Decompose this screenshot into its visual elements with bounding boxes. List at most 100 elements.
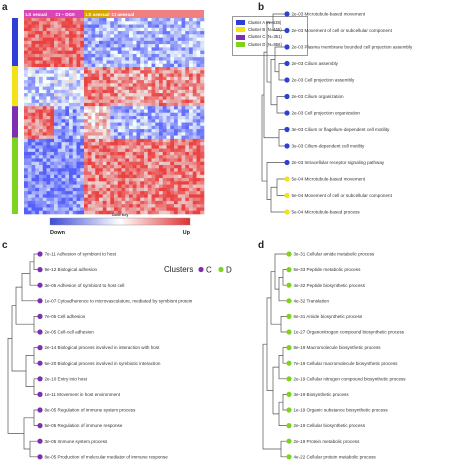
heatmap-cell: [189, 210, 194, 215]
heatmap-cell: [24, 99, 29, 104]
heatmap-cell: [114, 18, 119, 22]
heatmap-cell: [61, 112, 66, 117]
heatmap-cell: [117, 178, 122, 182]
heatmap-cell: [200, 57, 205, 61]
heatmap-cell: [136, 53, 141, 58]
heatmap-cell: [166, 132, 171, 136]
heatmap-cell: [166, 102, 171, 107]
heatmap-cell: [177, 181, 182, 185]
heatmap-cell: [69, 184, 74, 189]
heatmap-cell: [114, 80, 119, 84]
heatmap-cell: [125, 194, 130, 198]
heatmap-cell: [159, 21, 164, 25]
heatmap-cell: [91, 168, 96, 172]
heatmap-cell: [31, 31, 36, 35]
heatmap-cell: [57, 37, 62, 42]
heatmap-cell: [170, 191, 175, 195]
heatmap-cell: [24, 207, 29, 212]
heatmap-cell: [95, 155, 100, 159]
heatmap-cell: [189, 194, 194, 198]
heatmap-cell: [39, 158, 44, 163]
heatmap-cell: [69, 86, 74, 91]
heatmap-cell: [192, 83, 197, 87]
tree-branch: [276, 178, 287, 196]
heatmap-cell: [177, 155, 182, 159]
heatmap-cell: [72, 204, 77, 208]
heatmap-cell: [110, 96, 115, 100]
heatmap-cell: [106, 168, 111, 172]
heatmap-cell: [125, 60, 130, 65]
heatmap-cell: [174, 18, 179, 22]
term-dot: [286, 360, 292, 366]
heatmap-cell: [121, 24, 126, 29]
heatmap-cell: [76, 70, 81, 74]
term-label: 4e-22 Cellular protein metabolic process: [294, 454, 377, 459]
heatmap-cell: [54, 44, 59, 48]
heatmap-cell: [39, 53, 44, 58]
heatmap-cell: [46, 80, 51, 84]
heatmap-cell: [162, 151, 167, 156]
heatmap-cell: [151, 89, 156, 94]
heatmap-cell: [87, 178, 92, 182]
heatmap-cell: [61, 135, 66, 140]
heatmap-cell: [61, 171, 66, 176]
heatmap-cell: [192, 125, 197, 130]
heatmap-cell: [189, 99, 194, 104]
heatmap-cell: [200, 76, 205, 81]
heatmap-cell: [121, 200, 126, 205]
term-label: 3e-19 Biosynthetic process: [294, 392, 350, 397]
heatmap-cell: [80, 197, 85, 202]
heatmap-cell: [91, 89, 96, 94]
heatmap-cell: [31, 73, 36, 78]
heatmap-cell: [106, 148, 111, 153]
column-header-bar: [84, 10, 110, 18]
heatmap-cell: [174, 129, 179, 133]
heatmap-cell: [42, 44, 47, 48]
heatmap-cell: [174, 119, 179, 123]
heatmap-cell: [54, 86, 59, 91]
heatmap-cell: [42, 40, 47, 45]
heatmap-cell: [102, 37, 107, 42]
heatmap-cell: [24, 86, 29, 91]
heatmap-cell: [87, 200, 92, 205]
heatmap-cell: [192, 21, 197, 25]
heatmap-cell: [84, 207, 89, 212]
heatmap-cell: [114, 165, 119, 169]
heatmap-cell: [106, 34, 111, 38]
heatmap-cell: [144, 83, 149, 87]
heatmap-cell: [177, 161, 182, 166]
heatmap-cell: [196, 207, 201, 212]
heatmap-cell: [27, 181, 32, 185]
heatmap-cell: [24, 96, 29, 100]
heatmap-cell: [95, 63, 100, 68]
heatmap-cell: [24, 174, 29, 179]
heatmap-cell: [69, 181, 74, 185]
heatmap-cell: [80, 86, 85, 91]
heatmap-cell: [159, 86, 164, 91]
heatmap-cell: [185, 86, 190, 91]
heatmap-cell: [35, 21, 40, 25]
heatmap-cell: [114, 184, 119, 189]
heatmap-cell: [155, 93, 160, 97]
heatmap-cell: [117, 171, 122, 176]
heatmap-cell: [177, 142, 182, 146]
heatmap-cell: [192, 122, 197, 127]
heatmap-cell: [106, 200, 111, 205]
heatmap-cell: [162, 125, 167, 130]
heatmap-cell: [57, 165, 62, 169]
heatmap-cell: [99, 116, 104, 120]
heatmap-cell: [99, 125, 104, 130]
heatmap-cell: [99, 184, 104, 189]
heatmap-cell: [151, 18, 156, 22]
heatmap-cell: [170, 151, 175, 156]
heatmap-cell: [102, 181, 107, 185]
heatmap-cell: [87, 24, 92, 29]
heatmap-cell: [46, 135, 51, 140]
heatmap-cell: [129, 109, 134, 114]
heatmap-cell: [106, 89, 111, 94]
heatmap-cell: [54, 99, 59, 104]
heatmap-cell: [76, 210, 81, 215]
heatmap-cell: [76, 109, 81, 114]
heatmap-cell: [177, 37, 182, 42]
heatmap-cell: [65, 119, 70, 123]
